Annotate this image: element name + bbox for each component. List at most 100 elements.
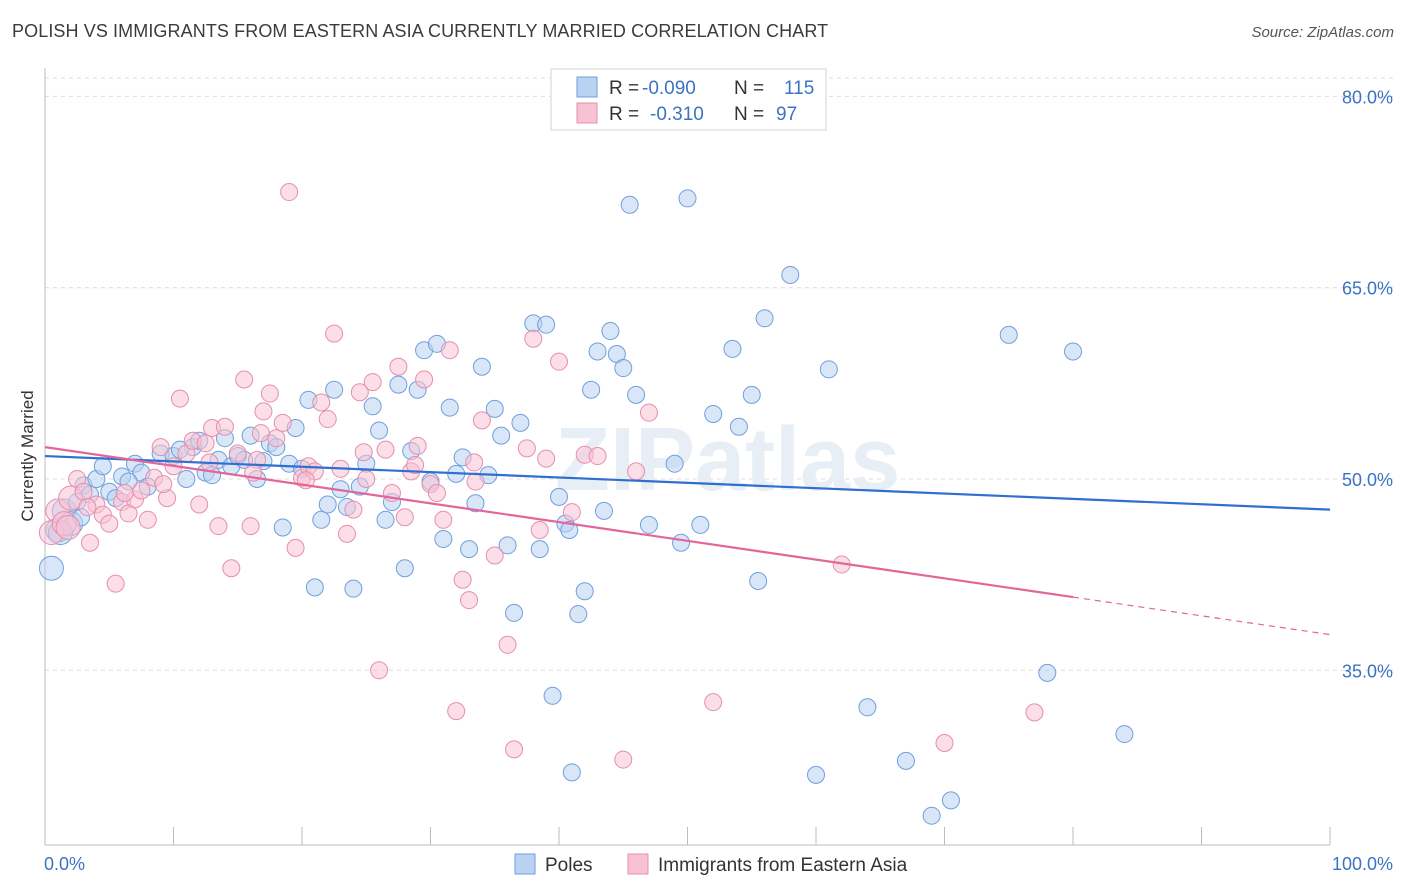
data-point-eastern-asia — [524, 329, 543, 348]
data-point-poles — [665, 454, 684, 473]
legend-swatch-eastern-asia-bottom — [627, 853, 649, 875]
data-point-eastern-asia — [209, 517, 228, 536]
data-point-eastern-asia — [337, 524, 356, 543]
legend-swatch-poles-bottom — [514, 853, 536, 875]
data-point-eastern-asia — [260, 384, 279, 403]
data-point-eastern-asia — [427, 484, 446, 503]
data-point-eastern-asia — [363, 373, 382, 392]
data-point-poles — [466, 494, 485, 513]
data-point-eastern-asia — [350, 383, 369, 402]
trend-line-eastern-asia — [44, 446, 1074, 599]
data-point-eastern-asia — [344, 500, 363, 519]
data-point-eastern-asia — [80, 533, 99, 552]
data-point-poles — [93, 457, 112, 476]
data-point-poles — [511, 413, 530, 432]
data-point-eastern-asia — [106, 574, 125, 593]
legend-n-value-2: 97 — [776, 104, 797, 125]
data-point-eastern-asia — [132, 481, 151, 500]
data-point-poles — [312, 510, 331, 529]
data-point-poles — [569, 605, 588, 624]
data-point-poles — [742, 385, 761, 404]
data-point-eastern-asia — [472, 411, 491, 430]
data-point-poles — [440, 398, 459, 417]
data-point-eastern-asia — [465, 453, 484, 472]
data-point-poles — [273, 518, 292, 537]
data-point-poles — [1115, 725, 1134, 744]
legend-label-poles: Poles — [545, 855, 593, 876]
data-point-eastern-asia — [453, 570, 472, 589]
data-point-poles — [318, 495, 337, 514]
y-tick-label: 80.0% — [1342, 87, 1393, 107]
data-point-poles — [363, 397, 382, 416]
correlation-legend: R = -0.090 N = 115 R = -0.310 N = 97 — [550, 68, 827, 131]
data-point-eastern-asia — [530, 521, 549, 540]
legend-r-value-1: -0.090 — [642, 78, 696, 99]
legend-n-label-1: N = — [734, 78, 764, 99]
data-point-eastern-asia — [704, 693, 723, 712]
data-point-eastern-asia — [196, 434, 215, 453]
data-point-eastern-asia — [100, 514, 119, 533]
data-point-eastern-asia — [280, 183, 299, 202]
data-point-poles — [543, 686, 562, 705]
y-axis-label: Currently Married — [18, 390, 37, 521]
data-point-eastern-asia — [935, 733, 954, 752]
series-eastern-asia — [38, 183, 1044, 769]
data-point-eastern-asia — [215, 417, 234, 436]
data-point-poles — [1064, 342, 1082, 361]
data-point-poles — [729, 417, 748, 436]
data-point-poles — [560, 521, 579, 540]
data-point-poles — [550, 487, 568, 506]
legend-r-value-2: -0.310 — [650, 104, 704, 125]
data-point-poles — [678, 189, 697, 208]
data-point-eastern-asia — [408, 436, 427, 455]
data-point-eastern-asia — [1025, 703, 1044, 722]
data-point-eastern-asia — [138, 510, 157, 529]
data-point-eastern-asia — [55, 514, 81, 540]
data-point-eastern-asia — [222, 559, 241, 578]
data-point-poles — [562, 763, 581, 782]
data-point-poles — [395, 559, 414, 578]
data-point-eastern-asia — [588, 447, 607, 466]
data-point-poles — [376, 510, 395, 529]
data-point-poles — [530, 540, 549, 559]
data-point-eastern-asia — [485, 546, 504, 565]
trend-lines — [44, 446, 1331, 636]
legend-r-label-2: R = — [609, 104, 639, 125]
y-tick-label: 50.0% — [1342, 470, 1393, 490]
trend-line-eastern-asia-extension — [1072, 596, 1331, 636]
data-point-poles — [922, 806, 941, 825]
data-point-eastern-asia — [627, 462, 646, 481]
data-point-eastern-asia — [354, 443, 373, 462]
data-point-eastern-asia — [154, 475, 173, 494]
data-point-eastern-asia — [562, 503, 581, 522]
watermark: ZIPatlas — [555, 410, 900, 510]
data-point-poles — [588, 342, 607, 361]
data-point-eastern-asia — [406, 455, 425, 474]
data-point-eastern-asia — [389, 357, 408, 376]
legend-label-eastern-asia: Immigrants from Eastern Asia — [658, 855, 908, 876]
data-point-poles — [575, 582, 594, 601]
data-point-eastern-asia — [466, 472, 485, 491]
data-point-eastern-asia — [78, 498, 97, 517]
data-point-poles — [389, 375, 408, 394]
data-point-poles — [781, 265, 800, 284]
data-point-eastern-asia — [74, 482, 93, 501]
data-point-poles — [723, 339, 742, 358]
data-point-poles — [819, 360, 838, 379]
data-point-poles — [941, 791, 960, 810]
data-point-eastern-asia — [614, 750, 633, 769]
data-point-eastern-asia — [273, 413, 292, 432]
data-point-eastern-asia — [190, 495, 209, 514]
legend-n-value-1: 115 — [784, 78, 814, 99]
data-point-poles — [896, 751, 915, 770]
series-legend: Poles Immigrants from Eastern Asia — [514, 853, 908, 876]
data-point-poles — [582, 380, 601, 399]
data-point-poles — [38, 555, 64, 581]
x-ticks — [44, 827, 1331, 845]
data-point-poles — [614, 359, 633, 378]
data-point-poles — [858, 698, 877, 717]
data-point-eastern-asia — [460, 591, 479, 610]
data-point-poles — [601, 322, 620, 341]
data-point-poles — [498, 536, 517, 555]
legend-r-label-1: R = — [609, 78, 639, 99]
